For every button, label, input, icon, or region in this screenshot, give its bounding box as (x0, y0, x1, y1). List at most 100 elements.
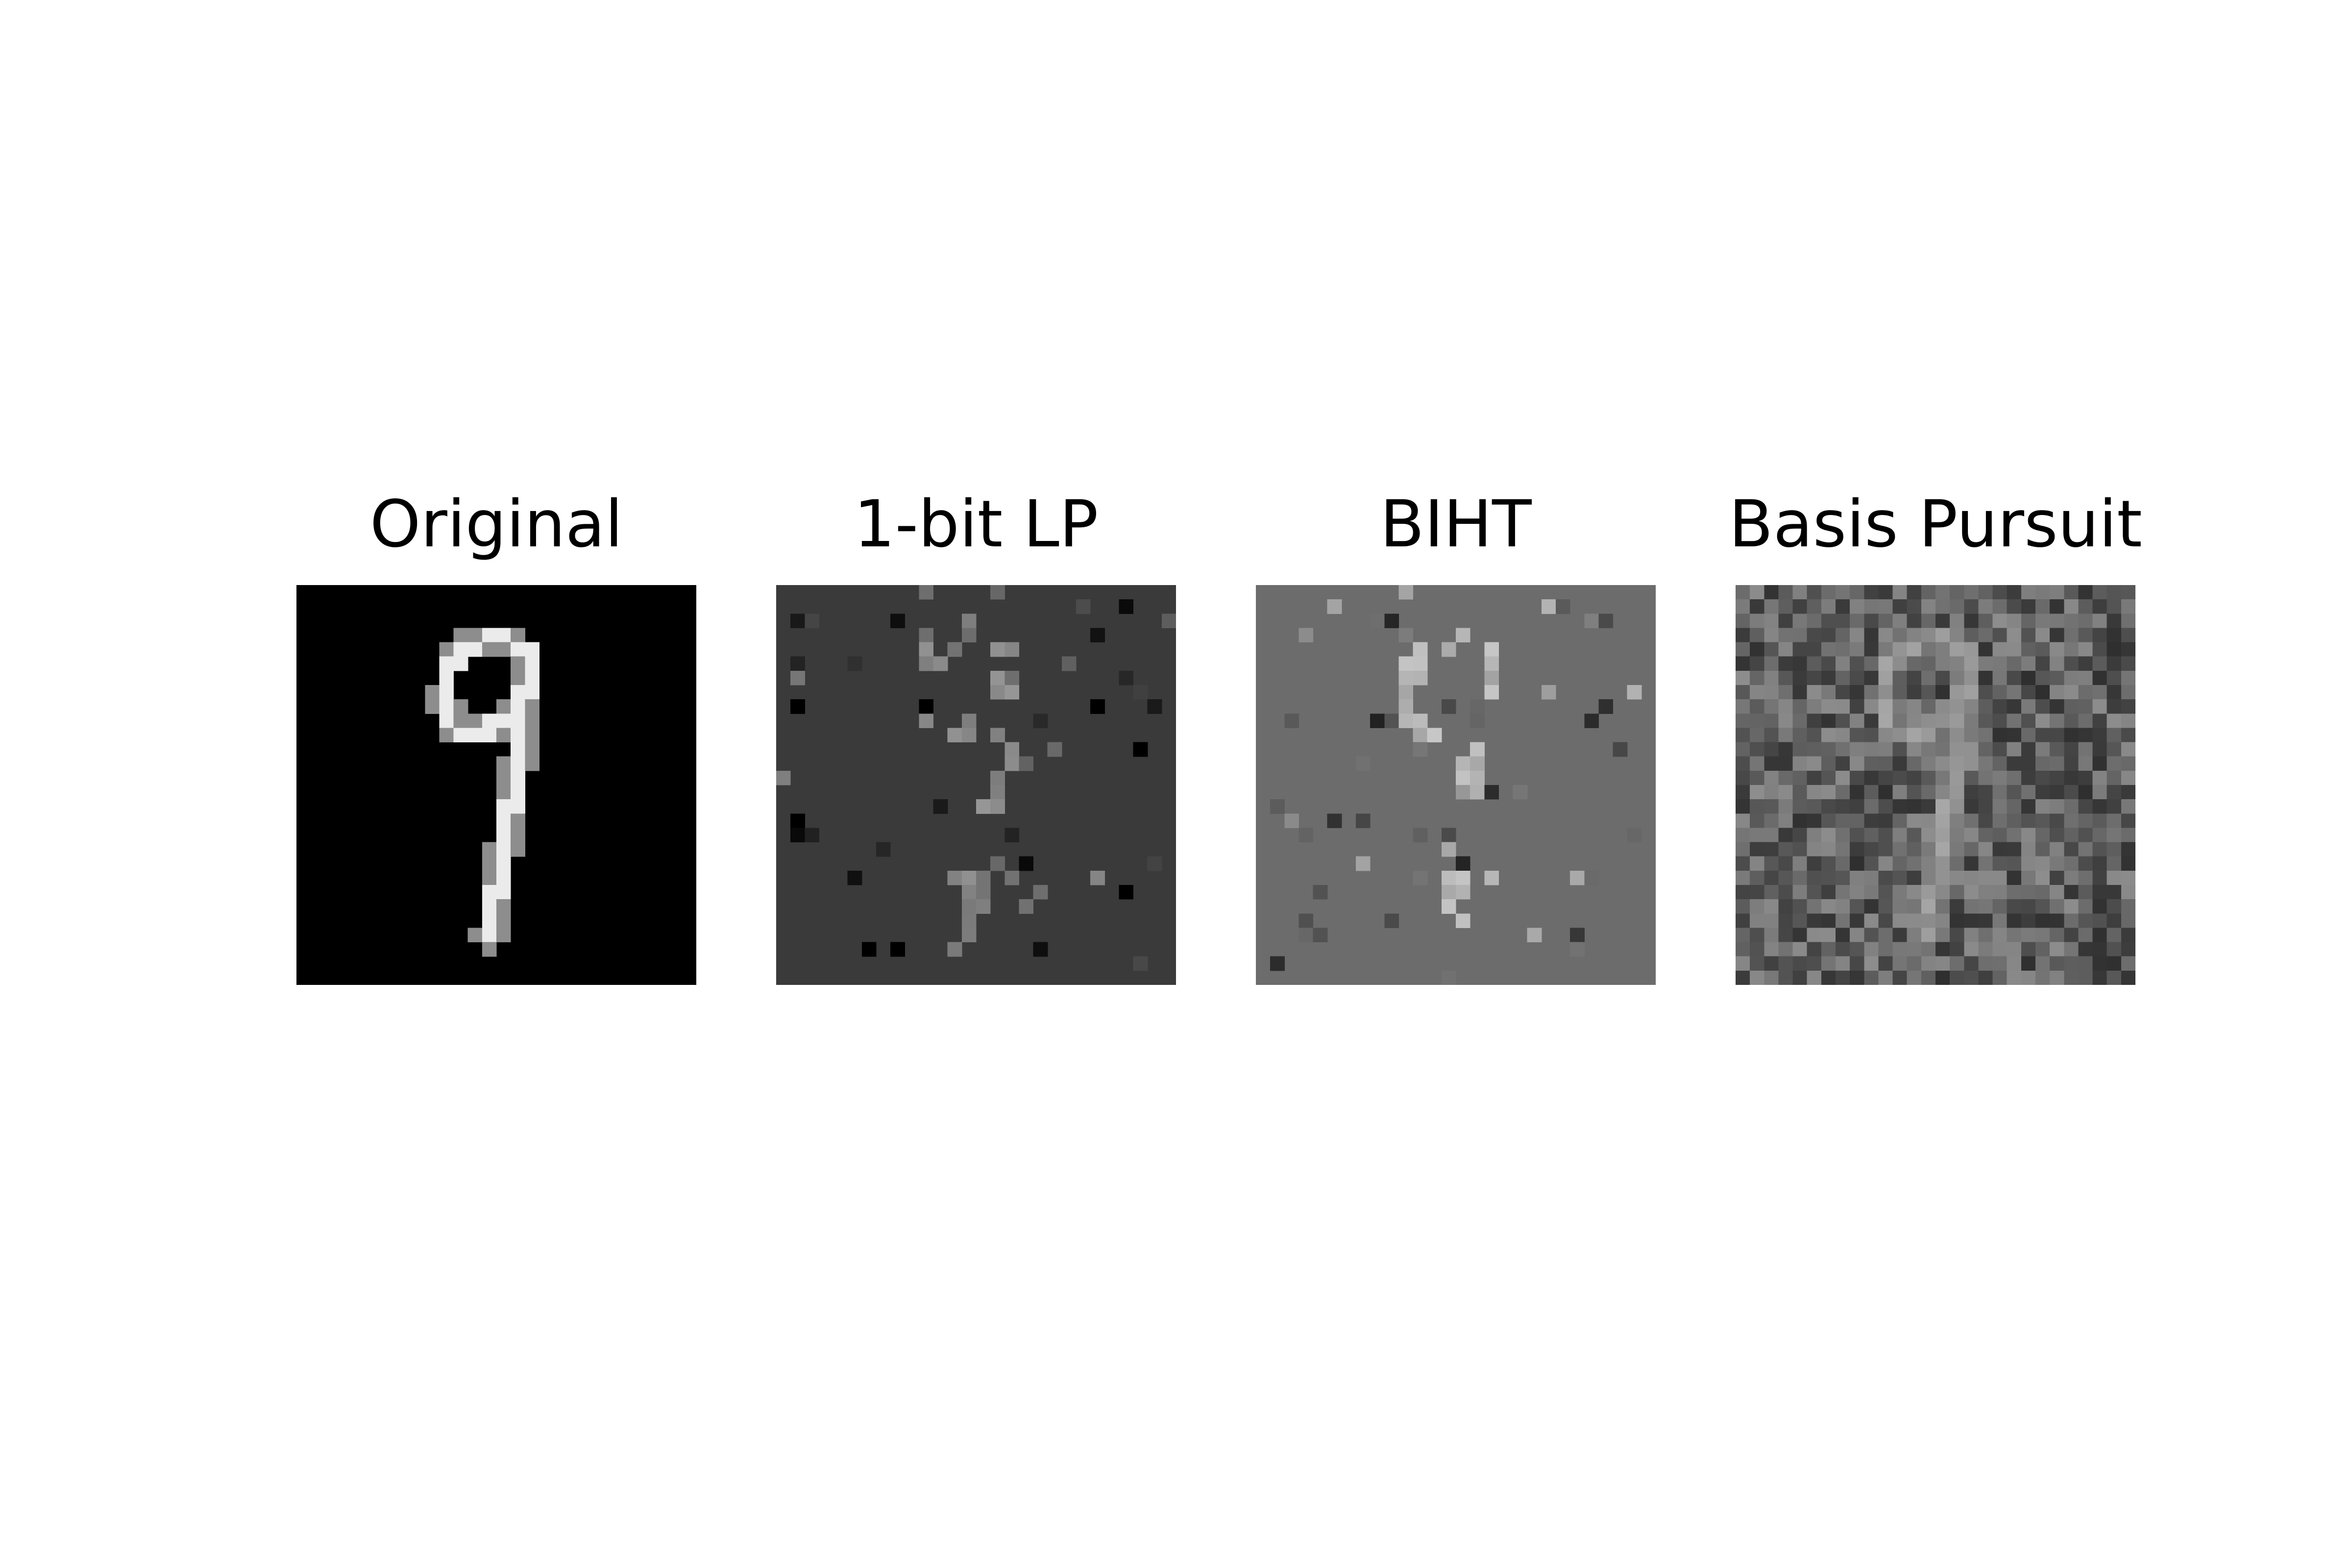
image-pixel (1778, 770, 1793, 785)
image-pixel (1907, 628, 1922, 643)
image-pixel (1398, 656, 1414, 671)
image-pixel (2021, 813, 2036, 829)
image-pixel (2078, 885, 2093, 900)
image-pixel (1836, 728, 1850, 743)
image-pixel (1878, 913, 1893, 929)
image-pixel (1807, 970, 1822, 985)
image-pixel (1764, 799, 1779, 814)
image-pixel (1892, 970, 1908, 985)
image-pixel (1736, 970, 1750, 985)
image-pixel (2092, 656, 2107, 671)
image-pixel (1807, 585, 1822, 600)
image-pixel (1778, 656, 1793, 671)
image-pixel (1821, 770, 1836, 785)
image-pixel (1936, 828, 1950, 843)
image-pixel (1441, 885, 1456, 900)
image-pixel (1821, 713, 1836, 729)
image-pixel (1907, 870, 1922, 885)
image-pixel (1736, 870, 1750, 885)
image-pixel (1570, 928, 1585, 943)
image-pixel (1892, 956, 1908, 971)
image-pixel (1864, 942, 1879, 957)
image-pixel (2021, 713, 2036, 729)
image-pixel (1398, 670, 1414, 686)
image-pixel (1736, 942, 1750, 957)
image-pixel (1964, 585, 1979, 600)
image-pixel (1907, 842, 1922, 857)
image-pixel (1778, 613, 1793, 629)
image-pixel (1964, 699, 1979, 714)
image-pixel (1033, 942, 1048, 957)
image-pixel (1004, 828, 1020, 843)
image-pixel (1792, 642, 1808, 657)
image-pixel (1598, 699, 1614, 714)
image-pixel (2121, 799, 2135, 814)
image-pixel (2064, 728, 2079, 743)
image-pixel (1792, 699, 1808, 714)
image-pixel (2050, 670, 2064, 686)
image-pixel (511, 656, 525, 671)
image-pixel (1778, 713, 1793, 729)
image-pixel (1964, 656, 1979, 671)
image-pixel (2107, 699, 2122, 714)
image-pixel (2107, 970, 2122, 985)
image-pixel (1004, 756, 1020, 771)
image-pixel (1764, 642, 1779, 657)
image-pixel (1441, 699, 1456, 714)
image-pixel (2092, 742, 2107, 757)
image-pixel (2050, 628, 2064, 643)
image-pixel (1936, 913, 1950, 929)
image-pixel (1907, 699, 1922, 714)
image-pixel (1807, 756, 1822, 771)
image-pixel (1892, 942, 1908, 957)
image-pixel (1836, 813, 1850, 829)
image-pixel (990, 770, 1005, 785)
image-pixel (1921, 942, 1936, 957)
image-pixel (1807, 799, 1822, 814)
image-pixel (1950, 642, 1964, 657)
image-pixel (1298, 628, 1314, 643)
image-pixel (2007, 899, 2022, 914)
image-pixel (1627, 828, 1642, 843)
image-pixel (790, 670, 805, 686)
image-pixel (2107, 656, 2122, 671)
image-pixel (1736, 613, 1750, 629)
image-pixel (511, 713, 525, 729)
image-pixel (790, 613, 805, 629)
image-pixel (496, 713, 511, 729)
image-pixel (1878, 685, 1893, 700)
image-pixel (2078, 799, 2093, 814)
image-pixel (2064, 770, 2079, 785)
image-pixel (1921, 756, 1936, 771)
image-pixel (1792, 870, 1808, 885)
image-pixel (1736, 670, 1750, 686)
image-pixel (1413, 670, 1428, 686)
image-pixel (1864, 599, 1879, 614)
image-pixel (1807, 599, 1822, 614)
image-pixel (1836, 756, 1850, 771)
image-pixel (1850, 828, 1864, 843)
image-pixel (2064, 642, 2079, 657)
image-pixel (2021, 656, 2036, 671)
image-pixel (1836, 713, 1850, 729)
image-pixel (1019, 756, 1034, 771)
image-pixel (1964, 685, 1979, 700)
image-pixel (1892, 613, 1908, 629)
image-pixel (1384, 913, 1399, 929)
image-pixel (1892, 656, 1908, 671)
image-pixel (1792, 656, 1808, 671)
image-pixel (1413, 656, 1428, 671)
image-pixel (1792, 613, 1808, 629)
image-pixel (1850, 742, 1864, 757)
image-pixel (1936, 585, 1950, 600)
image-pixel (1992, 813, 2008, 829)
image-pixel (1950, 656, 1964, 671)
image-pixel (1764, 870, 1779, 885)
image-pixel (1992, 799, 2008, 814)
image-pixel (2050, 913, 2064, 929)
image-pixel (2107, 799, 2122, 814)
image-pixel (1750, 828, 1764, 843)
image-pixel (525, 742, 540, 757)
image-pixel (1821, 928, 1836, 943)
image-pixel (2021, 728, 2036, 743)
